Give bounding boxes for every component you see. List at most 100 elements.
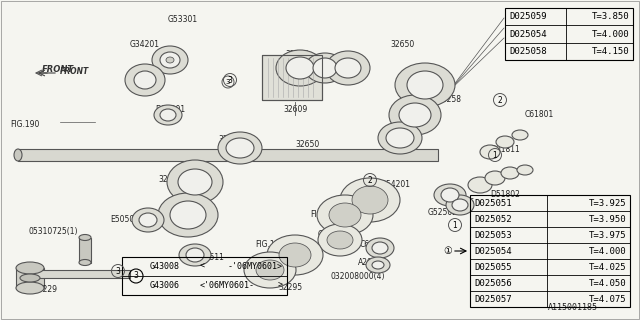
Text: 3: 3 (134, 271, 138, 281)
Ellipse shape (79, 260, 91, 266)
Text: <: < (200, 262, 205, 271)
Text: 3: 3 (116, 267, 120, 276)
Ellipse shape (335, 58, 361, 78)
Text: A20827: A20827 (358, 258, 387, 267)
Ellipse shape (480, 145, 500, 159)
Ellipse shape (434, 184, 466, 206)
Ellipse shape (186, 248, 204, 262)
Text: T=3.975: T=3.975 (588, 230, 626, 239)
Text: A115001185: A115001185 (548, 303, 598, 312)
Text: C64201: C64201 (360, 240, 389, 249)
Ellipse shape (446, 195, 474, 215)
Ellipse shape (152, 46, 188, 74)
Text: 38956: 38956 (450, 198, 474, 207)
Text: D54201: D54201 (380, 180, 410, 189)
Ellipse shape (378, 122, 422, 154)
Text: 32258: 32258 (437, 95, 461, 104)
Ellipse shape (267, 235, 323, 275)
Bar (30, 270, 130, 278)
Text: 032008000(4): 032008000(4) (330, 272, 385, 281)
Ellipse shape (218, 132, 262, 164)
Text: 32296: 32296 (175, 205, 199, 214)
Text: T=4.075: T=4.075 (588, 294, 626, 303)
Text: 32229: 32229 (33, 285, 57, 294)
Bar (18, 149, 438, 161)
Ellipse shape (158, 193, 218, 237)
Ellipse shape (256, 260, 284, 280)
Text: 2: 2 (367, 175, 372, 185)
Text: D025052: D025052 (474, 214, 511, 223)
Text: D01811: D01811 (490, 145, 520, 154)
Text: FIG.190: FIG.190 (10, 120, 40, 129)
Text: G43008: G43008 (150, 262, 180, 271)
Text: <'06MY0601-: <'06MY0601- (200, 281, 255, 290)
Text: D025055: D025055 (474, 262, 511, 271)
Ellipse shape (154, 105, 182, 125)
Ellipse shape (468, 177, 492, 193)
Text: 1: 1 (493, 150, 497, 159)
Ellipse shape (167, 160, 223, 204)
Text: 32650: 32650 (390, 40, 414, 49)
Ellipse shape (329, 203, 361, 227)
Ellipse shape (452, 199, 468, 211)
Ellipse shape (441, 188, 459, 202)
Text: D025059: D025059 (509, 12, 547, 21)
Text: D025051: D025051 (474, 198, 511, 207)
Ellipse shape (160, 109, 176, 121)
Text: 32251: 32251 (413, 120, 437, 129)
Ellipse shape (276, 50, 324, 86)
Bar (505, 8, 633, 60)
Text: D025058: D025058 (509, 47, 547, 56)
Text: T=4.025: T=4.025 (588, 262, 626, 271)
Ellipse shape (512, 130, 528, 140)
Text: 32650: 32650 (295, 140, 319, 149)
Text: -'06MY0601>: -'06MY0601> (228, 262, 283, 271)
Ellipse shape (327, 231, 353, 249)
Ellipse shape (386, 128, 414, 148)
Text: T=3.950: T=3.950 (588, 214, 626, 223)
Text: T=4.150: T=4.150 (591, 47, 629, 56)
Bar (262, 55, 322, 100)
Ellipse shape (16, 282, 44, 294)
Ellipse shape (14, 149, 22, 161)
Ellipse shape (326, 51, 370, 85)
Text: D025053: D025053 (474, 230, 511, 239)
Ellipse shape (496, 136, 514, 148)
Text: T=4.000: T=4.000 (591, 29, 629, 38)
Ellipse shape (485, 171, 505, 185)
Text: FRONT: FRONT (42, 65, 74, 74)
Ellipse shape (305, 53, 345, 83)
Bar (262, 55, 322, 100)
Ellipse shape (139, 213, 157, 227)
Text: FIG.114: FIG.114 (310, 210, 339, 219)
Ellipse shape (79, 235, 91, 241)
Ellipse shape (340, 178, 400, 222)
Ellipse shape (352, 186, 388, 214)
Text: G42511: G42511 (195, 253, 225, 262)
Ellipse shape (134, 71, 156, 89)
Text: 3: 3 (228, 76, 232, 84)
Text: D51802: D51802 (490, 190, 520, 199)
Ellipse shape (170, 201, 206, 229)
Ellipse shape (16, 262, 44, 274)
Text: G43006: G43006 (150, 281, 180, 290)
Ellipse shape (279, 243, 311, 267)
Text: T=3.925: T=3.925 (588, 198, 626, 207)
Text: 05310725(1): 05310725(1) (28, 227, 77, 236)
Ellipse shape (286, 57, 314, 79)
Bar (79, 237, 91, 262)
Ellipse shape (179, 244, 211, 266)
Text: FRONT: FRONT (60, 67, 89, 76)
Text: 32609: 32609 (283, 105, 307, 114)
Ellipse shape (160, 52, 180, 68)
Text: D025056: D025056 (474, 278, 511, 287)
Bar (470, 195, 630, 307)
Text: 32295: 32295 (278, 283, 302, 292)
Text: D025054: D025054 (474, 246, 511, 255)
Ellipse shape (178, 169, 212, 195)
Text: G34201: G34201 (130, 40, 160, 49)
Text: FIG.114: FIG.114 (255, 240, 284, 249)
Text: D025054: D025054 (509, 29, 547, 38)
Ellipse shape (226, 138, 254, 158)
Ellipse shape (317, 195, 373, 235)
